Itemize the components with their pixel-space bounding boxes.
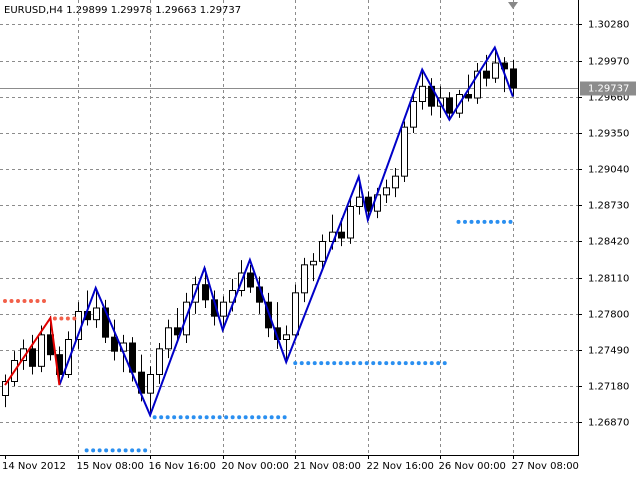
candle-body: [419, 85, 426, 103]
candle-body: [474, 70, 481, 99]
candle-body: [29, 348, 36, 367]
shift-marker: [508, 2, 518, 9]
x-tick-label: 26 Nov 00:00: [439, 461, 506, 472]
candle-body: [401, 126, 408, 177]
last-price-box: [580, 81, 636, 96]
candle-body: [38, 334, 45, 367]
chart-title: EURUSD,H4 1.29899 1.29978 1.29663 1.2973…: [4, 5, 241, 16]
candle-body: [383, 187, 390, 196]
y-tick-label: 1.28420: [588, 237, 629, 248]
candle-body: [220, 301, 227, 317]
y-tick-label: 1.28110: [588, 274, 629, 285]
y-tick-label: 1.29660: [588, 93, 629, 104]
candle-body: [338, 231, 345, 239]
candle-body: [410, 101, 417, 128]
candle-body: [492, 62, 499, 79]
candle-body: [347, 206, 354, 239]
x-tick-label: 20 Nov 00:00: [222, 461, 289, 472]
x-tick-label: 21 Nov 08:00: [294, 461, 361, 472]
candle-body: [510, 68, 517, 89]
candle-body: [301, 264, 308, 294]
candle-body: [392, 175, 399, 189]
candle-body: [93, 307, 100, 321]
candle-body: [356, 196, 363, 208]
x-tick-label: 14 Nov 2012: [2, 461, 66, 472]
y-tick-label: 1.27800: [588, 310, 629, 321]
candle-body: [202, 284, 209, 301]
y-tick-label: 1.28730: [588, 201, 629, 212]
y-tick-label: 1.29350: [588, 129, 629, 140]
candle-body: [483, 70, 490, 79]
y-tick-label: 1.29970: [588, 57, 629, 68]
candle-body: [292, 292, 299, 336]
candle-body: [147, 374, 154, 394]
candle-body: [102, 307, 109, 338]
candle-body: [165, 327, 172, 350]
candle-body: [65, 339, 72, 375]
y-tick-label: 1.27180: [588, 382, 629, 393]
x-tick-label: 22 Nov 16:00: [367, 461, 434, 472]
y-tick-label: 1.26870: [588, 418, 629, 429]
candle-body: [465, 94, 472, 99]
candle-body: [2, 381, 9, 396]
candle-body: [247, 272, 254, 288]
candle-body: [310, 260, 317, 266]
y-tick-label: 1.30280: [588, 20, 629, 31]
candle-body: [156, 348, 163, 376]
y-tick-label: 1.29040: [588, 165, 629, 176]
x-tick-label: 15 Nov 08:00: [77, 461, 144, 472]
candle-body: [319, 241, 326, 262]
y-tick-label: 1.27490: [588, 346, 629, 357]
x-tick-label: 27 Nov 08:00: [512, 461, 579, 472]
x-tick-label: 16 Nov 16:00: [149, 461, 216, 472]
last-price-label: 1.29737: [588, 84, 629, 95]
candle-body: [446, 97, 453, 114]
candle-body: [111, 336, 118, 352]
zigzag-line: [4, 315, 61, 386]
zigzag-line: [58, 45, 514, 418]
candle-body: [283, 334, 290, 341]
